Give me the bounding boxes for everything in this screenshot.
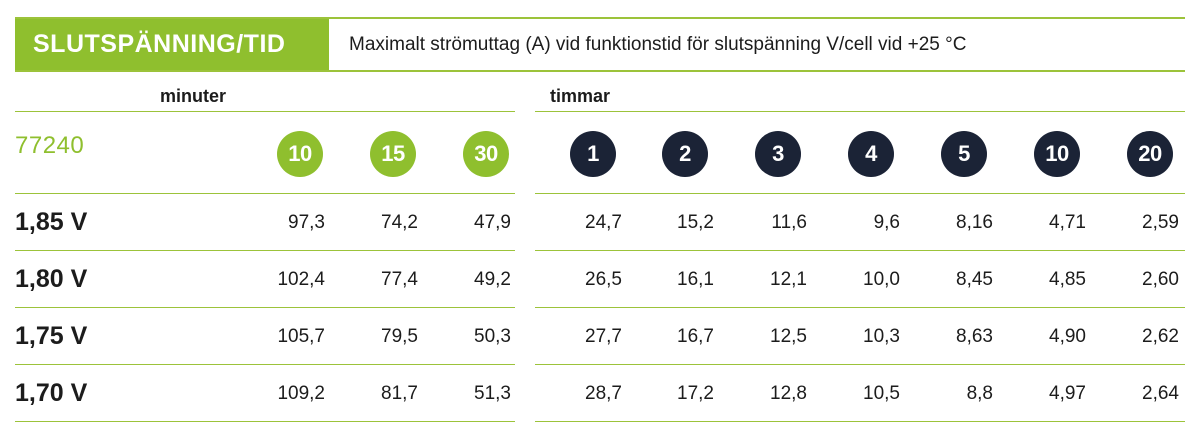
table-cell: 77,4 [381,269,418,290]
table-cell: 4,71 [1049,212,1086,233]
table-cell: 16,1 [677,269,714,290]
table-row: 1,80 V 102,4 77,4 49,2 26,5 16,1 12,1 10… [0,252,1200,307]
table-cell: 10,0 [863,269,900,290]
table-cell: 8,63 [956,326,993,347]
minute-column-15: 15 [370,131,416,177]
hour-column-5: 5 [941,131,987,177]
table-cell: 47,9 [474,212,511,233]
minute-column-10: 10 [277,131,323,177]
table-cell: 74,2 [381,212,418,233]
hours-group-label: timmar [550,86,611,106]
table-cell: 51,3 [474,383,511,404]
table-cell: 9,6 [873,212,900,233]
row-divider [535,193,1185,194]
table-cell: 12,5 [770,326,807,347]
row-divider [15,421,515,422]
table-cell: 97,3 [288,212,325,233]
hour-column-4: 4 [848,131,894,177]
table-cell: 8,8 [966,383,993,404]
table-cell: 28,7 [585,383,622,404]
row-divider [535,421,1185,422]
minutes-group-label: minuter [160,86,227,106]
row-voltage-label: 1,80 V [15,265,88,293]
table-cell: 49,2 [474,269,511,290]
table-cell: 12,1 [770,269,807,290]
table-cell: 4,90 [1049,326,1086,347]
hour-column-3: 3 [755,131,801,177]
table-cell: 10,3 [863,326,900,347]
row-voltage-label: 1,70 V [15,379,88,407]
hours-group-divider [535,111,1185,112]
table-cell: 105,7 [277,326,325,347]
row-voltage-label: 1,85 V [15,208,88,236]
table-row: 1,75 V 105,7 79,5 50,3 27,7 16,7 12,5 10… [0,309,1200,364]
table-cell: 8,16 [956,212,993,233]
table-cell: 2,60 [1142,269,1179,290]
table-title: SLUTSPÄNNING/TID [15,19,329,70]
table-cell: 2,59 [1142,212,1179,233]
row-divider [535,250,1185,251]
table-cell: 15,2 [677,212,714,233]
table-cell: 79,5 [381,326,418,347]
row-divider [535,307,1185,308]
table-cell: 17,2 [677,383,714,404]
hour-column-1: 1 [570,131,616,177]
row-divider [15,364,515,365]
minute-column-30: 30 [463,131,509,177]
table-cell: 11,6 [771,212,807,233]
table-cell: 26,5 [585,269,622,290]
table-cell: 4,85 [1049,269,1086,290]
table-cell: 10,5 [863,383,900,404]
table-cell: 2,62 [1142,326,1179,347]
table-cell: 24,7 [585,212,622,233]
hour-column-10: 10 [1034,131,1080,177]
table-cell: 109,2 [277,383,325,404]
table-cell: 12,8 [770,383,807,404]
table-cell: 50,3 [474,326,511,347]
minutes-group-divider [15,111,515,112]
table-cell: 27,7 [585,326,622,347]
table-cell: 2,64 [1142,383,1179,404]
table-header-bar: SLUTSPÄNNING/TID Maximalt strömuttag (A)… [15,17,1185,72]
hour-column-2: 2 [662,131,708,177]
table-cell: 81,7 [381,383,418,404]
row-divider [535,364,1185,365]
table-row: 1,70 V 109,2 81,7 51,3 28,7 17,2 12,8 10… [0,366,1200,421]
model-code: 77240 [15,132,85,159]
table-description: Maximalt strömuttag (A) vid funktionstid… [349,34,967,55]
row-divider [15,307,515,308]
hour-column-20: 20 [1127,131,1173,177]
table-cell: 4,97 [1049,383,1086,404]
table-cell: 16,7 [677,326,714,347]
row-divider [15,193,515,194]
table-cell: 102,4 [277,269,325,290]
table-row: 1,85 V 97,3 74,2 47,9 24,7 15,2 11,6 9,6… [0,195,1200,250]
row-voltage-label: 1,75 V [15,322,88,350]
table-cell: 8,45 [956,269,993,290]
row-divider [15,250,515,251]
